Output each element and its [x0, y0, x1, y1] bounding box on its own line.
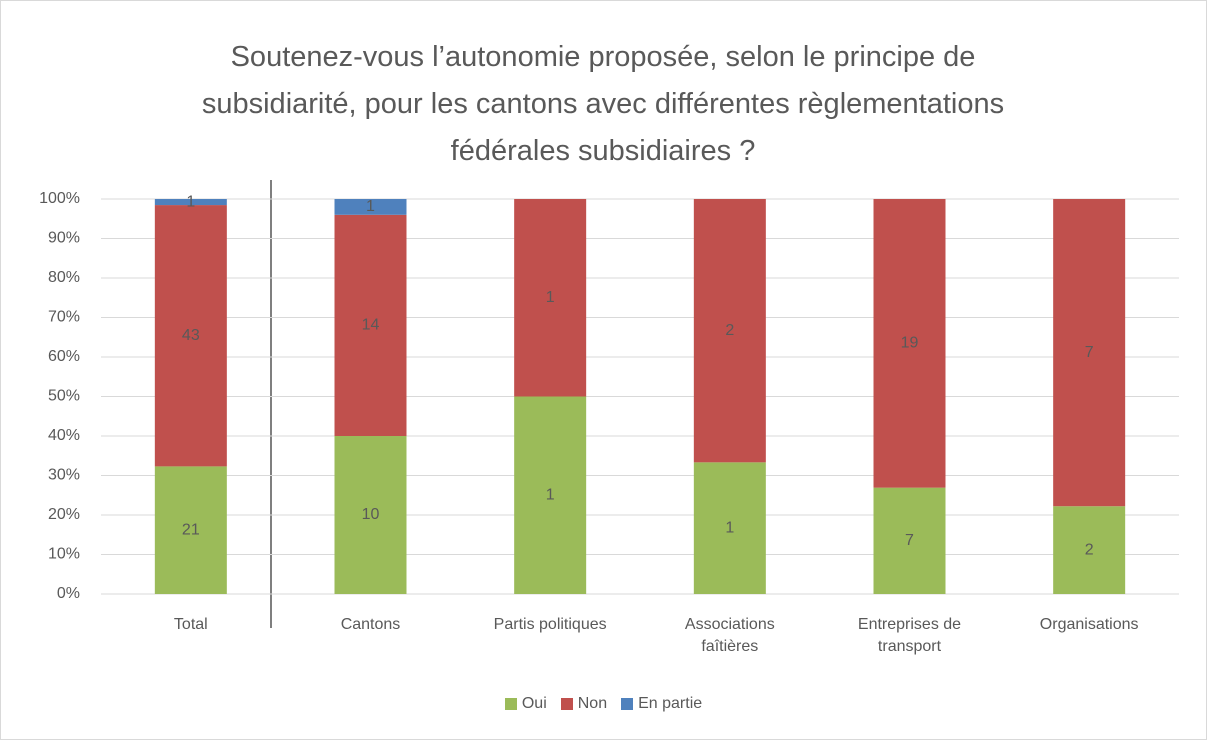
data-label: 10 [362, 506, 380, 523]
y-tick-label: 20% [48, 506, 80, 523]
y-tick-label: 60% [48, 348, 80, 365]
bar-segment [693, 462, 766, 594]
data-label: 7 [1085, 344, 1094, 361]
bar-segment [1053, 199, 1126, 507]
x-tick-label: Cantons [340, 616, 401, 633]
y-tick-label: 40% [48, 427, 80, 444]
x-tick-label: Associations faîtières [684, 616, 775, 655]
data-label: 1 [546, 486, 555, 503]
legend-swatch [621, 698, 634, 710]
y-tick-label: 0% [57, 585, 80, 602]
x-tick-label: Entreprises de transport [857, 616, 962, 655]
x-tick-label: Partis politiques [493, 616, 607, 633]
legend-label: Non [577, 695, 608, 712]
legend-label: En partie [638, 695, 703, 712]
data-label: 19 [901, 335, 919, 352]
legend: Oui Non En partie [0, 695, 1207, 713]
bar-segment [154, 466, 227, 594]
data-label: 14 [362, 317, 380, 334]
bar-segment [693, 199, 766, 463]
y-tick-label: 90% [48, 230, 80, 247]
data-label: 2 [725, 322, 734, 339]
y-tick-label: 70% [48, 309, 80, 326]
y-tick-label: 30% [48, 467, 80, 484]
data-label: 1 [366, 198, 375, 215]
bar-segment [873, 487, 946, 594]
legend-item: En partie [621, 695, 702, 713]
y-tick-label: 50% [48, 388, 80, 405]
y-tick-label: 100% [39, 190, 80, 207]
bar-segment [154, 205, 227, 467]
legend-label: Oui [521, 695, 547, 712]
legend-item: Non [560, 695, 608, 713]
x-tick-label: Organisations [1039, 616, 1139, 633]
y-tick-label: 10% [48, 546, 80, 563]
bar-segment [1053, 506, 1126, 594]
bar-segment [154, 199, 227, 206]
x-tick-label: Total [173, 616, 208, 633]
data-label: 1 [725, 519, 734, 536]
data-label: 7 [905, 532, 914, 549]
bar-segment [334, 436, 407, 594]
data-label: 1 [186, 193, 195, 210]
legend-swatch [504, 698, 517, 710]
chart-title: Soutenez-vous l’autonomie proposée, selo… [201, 41, 1005, 167]
data-label: 1 [546, 289, 555, 306]
legend-swatch [560, 698, 573, 710]
legend-item: Oui [504, 695, 547, 713]
data-label: 43 [182, 327, 200, 344]
bar-segment [334, 199, 407, 215]
bar-segment [514, 396, 587, 594]
bar-segment [873, 199, 946, 488]
data-label: 21 [182, 521, 200, 538]
bar-segment [334, 214, 407, 436]
y-tick-label: 80% [48, 269, 80, 286]
data-label: 2 [1085, 541, 1094, 558]
bar-segment [514, 199, 587, 397]
